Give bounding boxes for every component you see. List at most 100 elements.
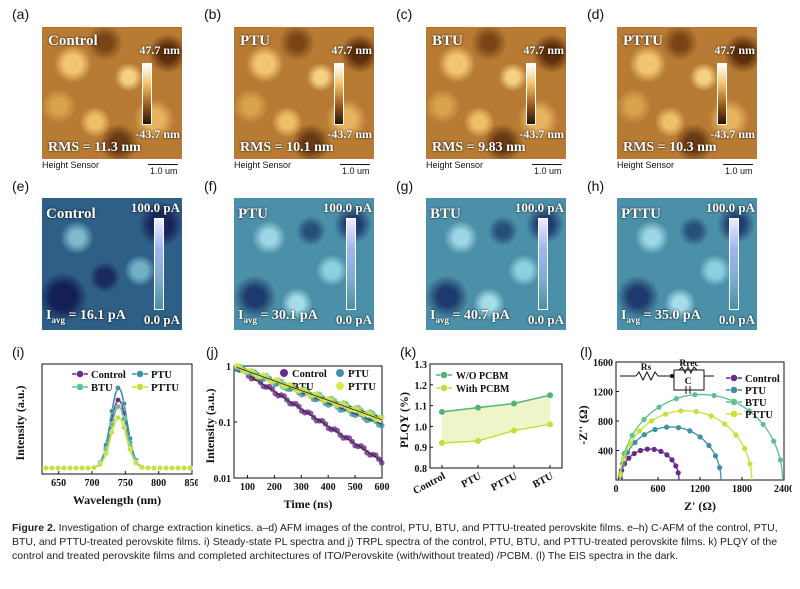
data-point [547, 421, 553, 428]
cafm-image: PTU 100.0 pA 0.0 pA Iavg = 30.1 pA [234, 198, 374, 330]
iavg-value: = 40.7 pA [448, 308, 510, 323]
scale-bar [148, 164, 178, 165]
scale-bar [340, 164, 370, 165]
y-tick-label: 1600 [593, 358, 613, 369]
data-point [747, 461, 753, 467]
data-point [706, 442, 712, 449]
data-point [641, 432, 647, 438]
legend-pttu-marker [336, 382, 344, 390]
sample-name: Control [46, 206, 96, 222]
data-point [644, 446, 650, 452]
data-point [658, 448, 664, 454]
x-tick-label: 100 [240, 482, 255, 493]
x-tick-label: 200 [267, 482, 282, 493]
data-point [139, 464, 145, 471]
data-point [307, 410, 314, 417]
scale-bar [723, 164, 753, 165]
scale-max: 47.7 nm [331, 43, 372, 57]
scale-bar [532, 164, 562, 165]
data-point [121, 415, 127, 422]
rs-resistor-icon [635, 370, 659, 382]
data-point [673, 396, 679, 402]
plot-frame [41, 363, 193, 475]
panel-label-l: (l) [580, 344, 593, 360]
x-tick-label: 800 [151, 478, 166, 489]
data-point [187, 465, 193, 471]
average-current: Iavg = 40.7 pA [430, 308, 510, 325]
sample-name: BTU [430, 206, 461, 222]
iavg-value: = 30.1 pA [256, 308, 318, 323]
data-point [641, 416, 647, 423]
scale-min: -43.7 nm [327, 127, 372, 141]
data-point [663, 411, 669, 417]
panel-label: (g) [396, 178, 414, 194]
rrec-resistor-icon [678, 365, 698, 375]
data-point [708, 413, 714, 419]
data-point [85, 465, 91, 471]
y-axis-label: -Z'' (Ω) [576, 405, 590, 444]
cafm-image: Control 100.0 pA 0.0 pA Iavg = 16.1 pA [42, 198, 182, 330]
data-point [547, 392, 553, 399]
data-point [43, 465, 49, 471]
current-min: 0.0 pA [718, 312, 755, 327]
data-point [115, 414, 121, 421]
iavg-symbol: I [238, 308, 244, 323]
data-point [511, 427, 517, 434]
figure-caption: Figure 2. Investigation of charge extrac… [12, 521, 788, 563]
sample-name: PTTU [623, 33, 664, 49]
data-point [378, 422, 385, 429]
legend-label: PTTU [348, 382, 376, 393]
y-tick-label: 0.9 [415, 443, 428, 454]
scale-max: 47.7 nm [714, 43, 755, 57]
x-tick-label: 0 [614, 484, 619, 495]
x-axis-label: Z' (Ω) [684, 499, 716, 513]
legend-label: BTU [745, 398, 767, 409]
chart-trpl: 100 200 300 400 500 600 0.01 0.1 1 Time (ns) Inten… [203, 362, 390, 511]
sample-name: PTU [238, 206, 268, 222]
sample-name: PTU [240, 33, 270, 49]
rms-value: RMS = 9.83 nm [432, 140, 526, 155]
caption-figure-number: Figure 2. [12, 522, 56, 534]
cafm-image: PTTU 100.0 pA 0.0 pA Iavg = 35.0 pA [617, 198, 757, 330]
height-colorbar [142, 63, 152, 125]
x-tick-label: 400 [321, 482, 336, 493]
data-point [742, 445, 748, 452]
data-point [637, 447, 644, 454]
chart-pl-spectra: 650 700 750 800 850 Wavelength (nm) Intensity … [13, 363, 198, 507]
data-point [673, 463, 679, 469]
legend-label: PTTU [745, 410, 773, 421]
current-max: 100.0 pA [514, 200, 564, 215]
chart-eis: 0 600 1200 1800 2400 400 800 1200 1600 Z' (Ω) -Z''… [576, 358, 792, 513]
average-current: Iavg = 35.0 pA [621, 308, 701, 325]
y-tick-label: 1200 [593, 388, 613, 399]
legend-series-1-marker [440, 384, 448, 392]
caption-text: Investigation of charge extraction kinet… [12, 522, 778, 562]
y-tick-label: 1.3 [415, 360, 428, 371]
legend-control-marker [730, 374, 738, 382]
x-axis-label: Time (ns) [284, 497, 333, 511]
data-point [669, 457, 675, 463]
iavg-subscript: avg [51, 314, 65, 325]
data-point [67, 465, 73, 471]
series-line-pttu [42, 416, 192, 469]
data-point [121, 400, 127, 407]
data-point [145, 465, 151, 471]
data-point [475, 437, 481, 444]
current-colorbar [154, 218, 164, 310]
scale-max: 47.7 nm [523, 43, 564, 57]
x-tick-label: 1200 [690, 484, 710, 495]
legend-label: Control [745, 374, 780, 385]
data-point [617, 472, 623, 478]
panel-label: (b) [204, 6, 222, 22]
data-point [73, 465, 79, 471]
afm-image: Control 47.7 nm -43.7 nm RMS = 11.3 nm [42, 27, 182, 159]
data-point [103, 450, 109, 457]
fit-line [236, 366, 383, 421]
sample-name: PTTU [621, 206, 662, 222]
plot-frame [429, 363, 563, 469]
panel-label: (f) [204, 178, 218, 194]
data-point [157, 465, 163, 471]
data-point [79, 465, 85, 471]
scale-min: -43.7 nm [519, 127, 564, 141]
data-point [620, 456, 626, 462]
